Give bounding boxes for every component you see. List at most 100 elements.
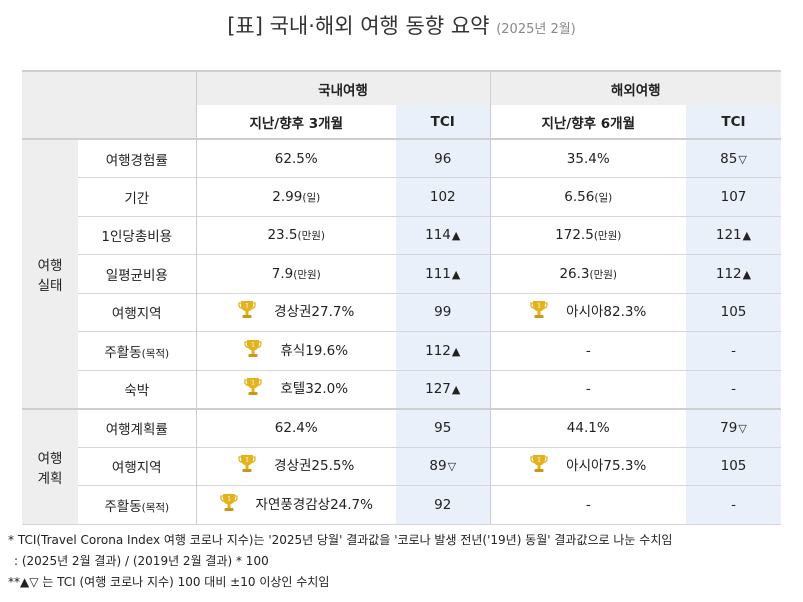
row-label-text: 주활동 — [104, 344, 142, 361]
tci-value: 99 — [434, 304, 452, 321]
tci-value: - — [731, 496, 736, 513]
tci-value: 105 — [720, 458, 747, 475]
domestic-tci-cell: 112▲ — [396, 331, 490, 370]
domestic-value-cell: 1 경상권27.7% — [195, 293, 396, 332]
row-label: 1인당총비용 — [78, 216, 196, 255]
row-label: 여행계획률 — [78, 409, 196, 448]
overseas-value-cell: - — [489, 331, 686, 370]
value-text: - — [585, 496, 591, 513]
header-corner-1 — [22, 71, 78, 139]
table-row: 주활동(목적) 1 자연풍경감상24.7% 92 - - — [22, 485, 781, 525]
overseas-tci-cell: 105 — [686, 447, 781, 486]
domestic-value-cell: 1 경상권25.5% — [195, 447, 396, 486]
trophy-icon: 1 — [238, 453, 256, 479]
overseas-value-cell: - — [489, 485, 686, 524]
tci-value: 112 — [715, 265, 742, 282]
table-row: 여행지역 1 경상권27.7% 99 1 아시아82.3% 105 — [22, 293, 781, 332]
value-text: 2.99 — [272, 188, 303, 205]
overseas-tci-cell: - — [686, 485, 781, 524]
footnotes: * TCI(Travel Corona Index 여행 코로나 지수)는 '2… — [8, 530, 672, 593]
header-overseas-period: 지난/향후 6개월 — [489, 105, 686, 139]
tci-value: 111 — [425, 265, 451, 282]
domestic-tci-cell: 111▲ — [396, 254, 490, 293]
footnote-1: * TCI(Travel Corona Index 여행 코로나 지수)는 '2… — [8, 533, 673, 547]
value-text: 아시아82.3% — [566, 304, 647, 321]
svg-text:1: 1 — [537, 457, 541, 464]
svg-text:1: 1 — [251, 380, 255, 387]
domestic-tci-cell: 102 — [396, 177, 490, 216]
value-unit: (만원) — [297, 230, 326, 243]
tci-value: - — [731, 342, 736, 359]
overseas-value-cell: 44.1% — [489, 408, 686, 447]
tci-value: 102 — [429, 188, 456, 205]
table-row: 주활동(목적) 1 휴식19.6% 112▲ - - — [22, 331, 781, 371]
title-main: [표] 국내·해외 여행 동향 요약 — [227, 14, 490, 38]
up-triangle-icon: ▲ — [451, 267, 461, 281]
domestic-value-cell: 1 자연풍경감상24.7% — [195, 485, 396, 524]
domestic-tci-cell: 95 — [396, 408, 490, 447]
svg-text:1: 1 — [245, 457, 249, 464]
group-label-line: 여행 — [37, 450, 63, 467]
down-triangle-icon: ▽ — [738, 152, 747, 166]
domestic-value-cell: 1 호텔32.0% — [195, 370, 396, 409]
table-row: 기간 2.99(일) 102 6.56(일) 107 — [22, 177, 781, 217]
value-text: 62.5% — [274, 150, 318, 167]
group-label-line: 여행 — [37, 257, 63, 274]
overseas-tci-cell: - — [686, 370, 781, 409]
table-row: 여행 실태 여행경험률 62.5% 96 35.4% 85▽ — [22, 139, 781, 409]
header-domestic-period: 지난/향후 3개월 — [195, 105, 396, 139]
domestic-value-cell: 2.99(일) — [195, 177, 396, 216]
row-label-text: 주활동 — [104, 498, 142, 515]
row-label: 여행지역 — [78, 447, 196, 486]
trophy-icon: 1 — [219, 492, 238, 518]
header-domestic-tci: TCI — [396, 105, 490, 139]
title-sub: (2025년 2월) — [496, 22, 576, 37]
row-label: 주활동(목적) — [78, 332, 196, 371]
down-triangle-icon: ▽ — [738, 422, 747, 435]
table-row: 여행 계획 여행계획률 62.4% 95 44.1% 79▽ — [22, 408, 781, 524]
row-label-unit: (목적) — [141, 347, 170, 360]
row-label-text: 1인당총비용 — [101, 229, 173, 246]
tci-value: 92 — [434, 496, 452, 513]
overseas-value-cell: - — [489, 370, 686, 409]
header-overseas: 해외여행 — [489, 71, 781, 105]
trophy-icon: 1 — [244, 338, 263, 364]
tci-value: 127 — [425, 381, 451, 397]
value-text: 26.3 — [559, 265, 590, 282]
overseas-value-cell: 6.56(일) — [489, 177, 686, 216]
value-text: 호텔32.0% — [280, 381, 349, 397]
value-text: 23.5 — [267, 227, 298, 244]
value-text: 자연풍경감상24.7% — [255, 496, 373, 513]
row-label: 주활동(목적) — [78, 486, 196, 525]
overseas-value-cell: 26.3(만원) — [489, 254, 686, 293]
value-text: 6.56 — [564, 188, 595, 205]
domestic-tci-cell: 114▲ — [396, 216, 490, 255]
group-label-line: 실태 — [37, 277, 63, 294]
overseas-tci-cell: 85▽ — [686, 139, 781, 178]
svg-text:1: 1 — [227, 495, 231, 502]
overseas-tci-cell: 107 — [686, 177, 781, 216]
svg-text:1: 1 — [245, 303, 249, 310]
value-text: 62.4% — [274, 420, 318, 436]
page-title: [표] 국내·해외 여행 동향 요약 (2025년 2월) — [0, 10, 803, 40]
value-unit: (만원) — [589, 268, 618, 281]
domestic-tci-cell: 92 — [396, 485, 490, 524]
row-label: 기간 — [78, 178, 196, 217]
value-text: 휴식19.6% — [280, 342, 349, 359]
group-label-line: 계획 — [37, 470, 63, 487]
tci-value: 95 — [434, 420, 452, 436]
svg-text:1: 1 — [537, 303, 541, 310]
summary-table: 국내여행 해외여행 지난/향후 3개월 TCI 지난/향후 6개월 TCI 여행… — [22, 70, 781, 525]
value-text: 172.5 — [555, 227, 594, 244]
overseas-tci-cell: 112▲ — [686, 254, 781, 293]
row-label: 숙박 — [78, 370, 196, 409]
row-label: 여행경험률 — [78, 139, 196, 178]
trophy-icon: 1 — [238, 299, 256, 325]
row-label-text: 숙박 — [124, 383, 150, 399]
tci-value: 107 — [720, 188, 747, 205]
table-row: 1인당총비용 23.5(만원) 114▲ 172.5(만원) 121▲ — [22, 216, 781, 255]
domestic-value-cell: 7.9(만원) — [195, 254, 396, 293]
up-triangle-icon: ▲ — [451, 344, 461, 358]
